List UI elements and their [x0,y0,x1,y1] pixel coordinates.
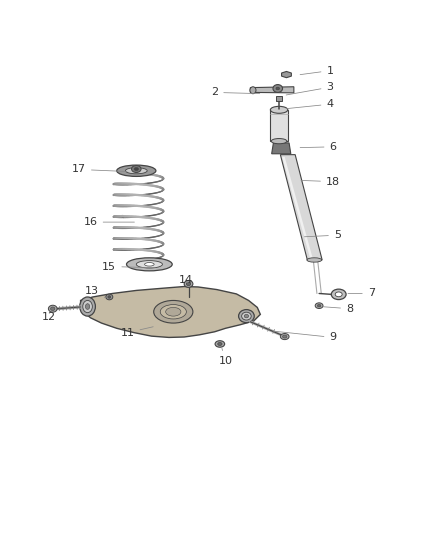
Ellipse shape [160,304,186,319]
Ellipse shape [280,334,289,340]
Ellipse shape [134,167,138,171]
Ellipse shape [315,303,323,309]
Ellipse shape [271,139,287,144]
Ellipse shape [108,296,111,298]
Text: 10: 10 [219,349,233,366]
Text: 17: 17 [72,165,127,174]
Ellipse shape [273,85,283,92]
Ellipse shape [318,304,321,307]
Text: 2: 2 [211,87,260,98]
Ellipse shape [331,289,346,300]
Ellipse shape [242,312,251,320]
Text: 18: 18 [301,176,340,187]
Text: 7: 7 [348,288,375,298]
Ellipse shape [250,87,256,94]
Polygon shape [251,87,294,93]
Ellipse shape [117,165,156,176]
Text: 5: 5 [304,230,341,240]
Ellipse shape [48,305,57,312]
Polygon shape [280,155,322,260]
Ellipse shape [136,261,162,268]
Text: 16: 16 [84,217,134,227]
Ellipse shape [83,301,92,313]
Ellipse shape [50,307,55,310]
Ellipse shape [276,87,279,90]
Ellipse shape [106,294,113,300]
Ellipse shape [127,258,172,271]
Text: 1: 1 [300,66,333,76]
Text: 14: 14 [179,274,194,285]
Text: 6: 6 [300,142,336,152]
Text: 15: 15 [102,262,155,271]
Ellipse shape [215,341,225,347]
Ellipse shape [154,301,193,323]
Ellipse shape [283,335,287,338]
Polygon shape [270,110,288,141]
Text: 8: 8 [323,304,353,314]
Ellipse shape [270,107,288,114]
Ellipse shape [131,166,141,173]
Ellipse shape [85,304,90,309]
Ellipse shape [335,292,342,297]
Text: 4: 4 [286,99,334,109]
Text: 13: 13 [85,286,106,298]
Ellipse shape [125,168,147,174]
Ellipse shape [166,308,181,316]
Ellipse shape [218,342,222,345]
Text: 12: 12 [41,309,61,322]
Ellipse shape [145,263,154,266]
Ellipse shape [186,282,191,286]
Polygon shape [81,287,260,337]
Text: 9: 9 [274,331,336,342]
Polygon shape [272,143,291,154]
Ellipse shape [307,258,322,262]
Ellipse shape [239,310,254,322]
Ellipse shape [244,314,249,318]
Text: 3: 3 [286,82,333,95]
Text: 11: 11 [120,327,153,337]
Ellipse shape [184,280,193,287]
Polygon shape [276,96,282,101]
Ellipse shape [80,297,95,316]
Polygon shape [282,157,313,258]
Polygon shape [282,71,291,78]
